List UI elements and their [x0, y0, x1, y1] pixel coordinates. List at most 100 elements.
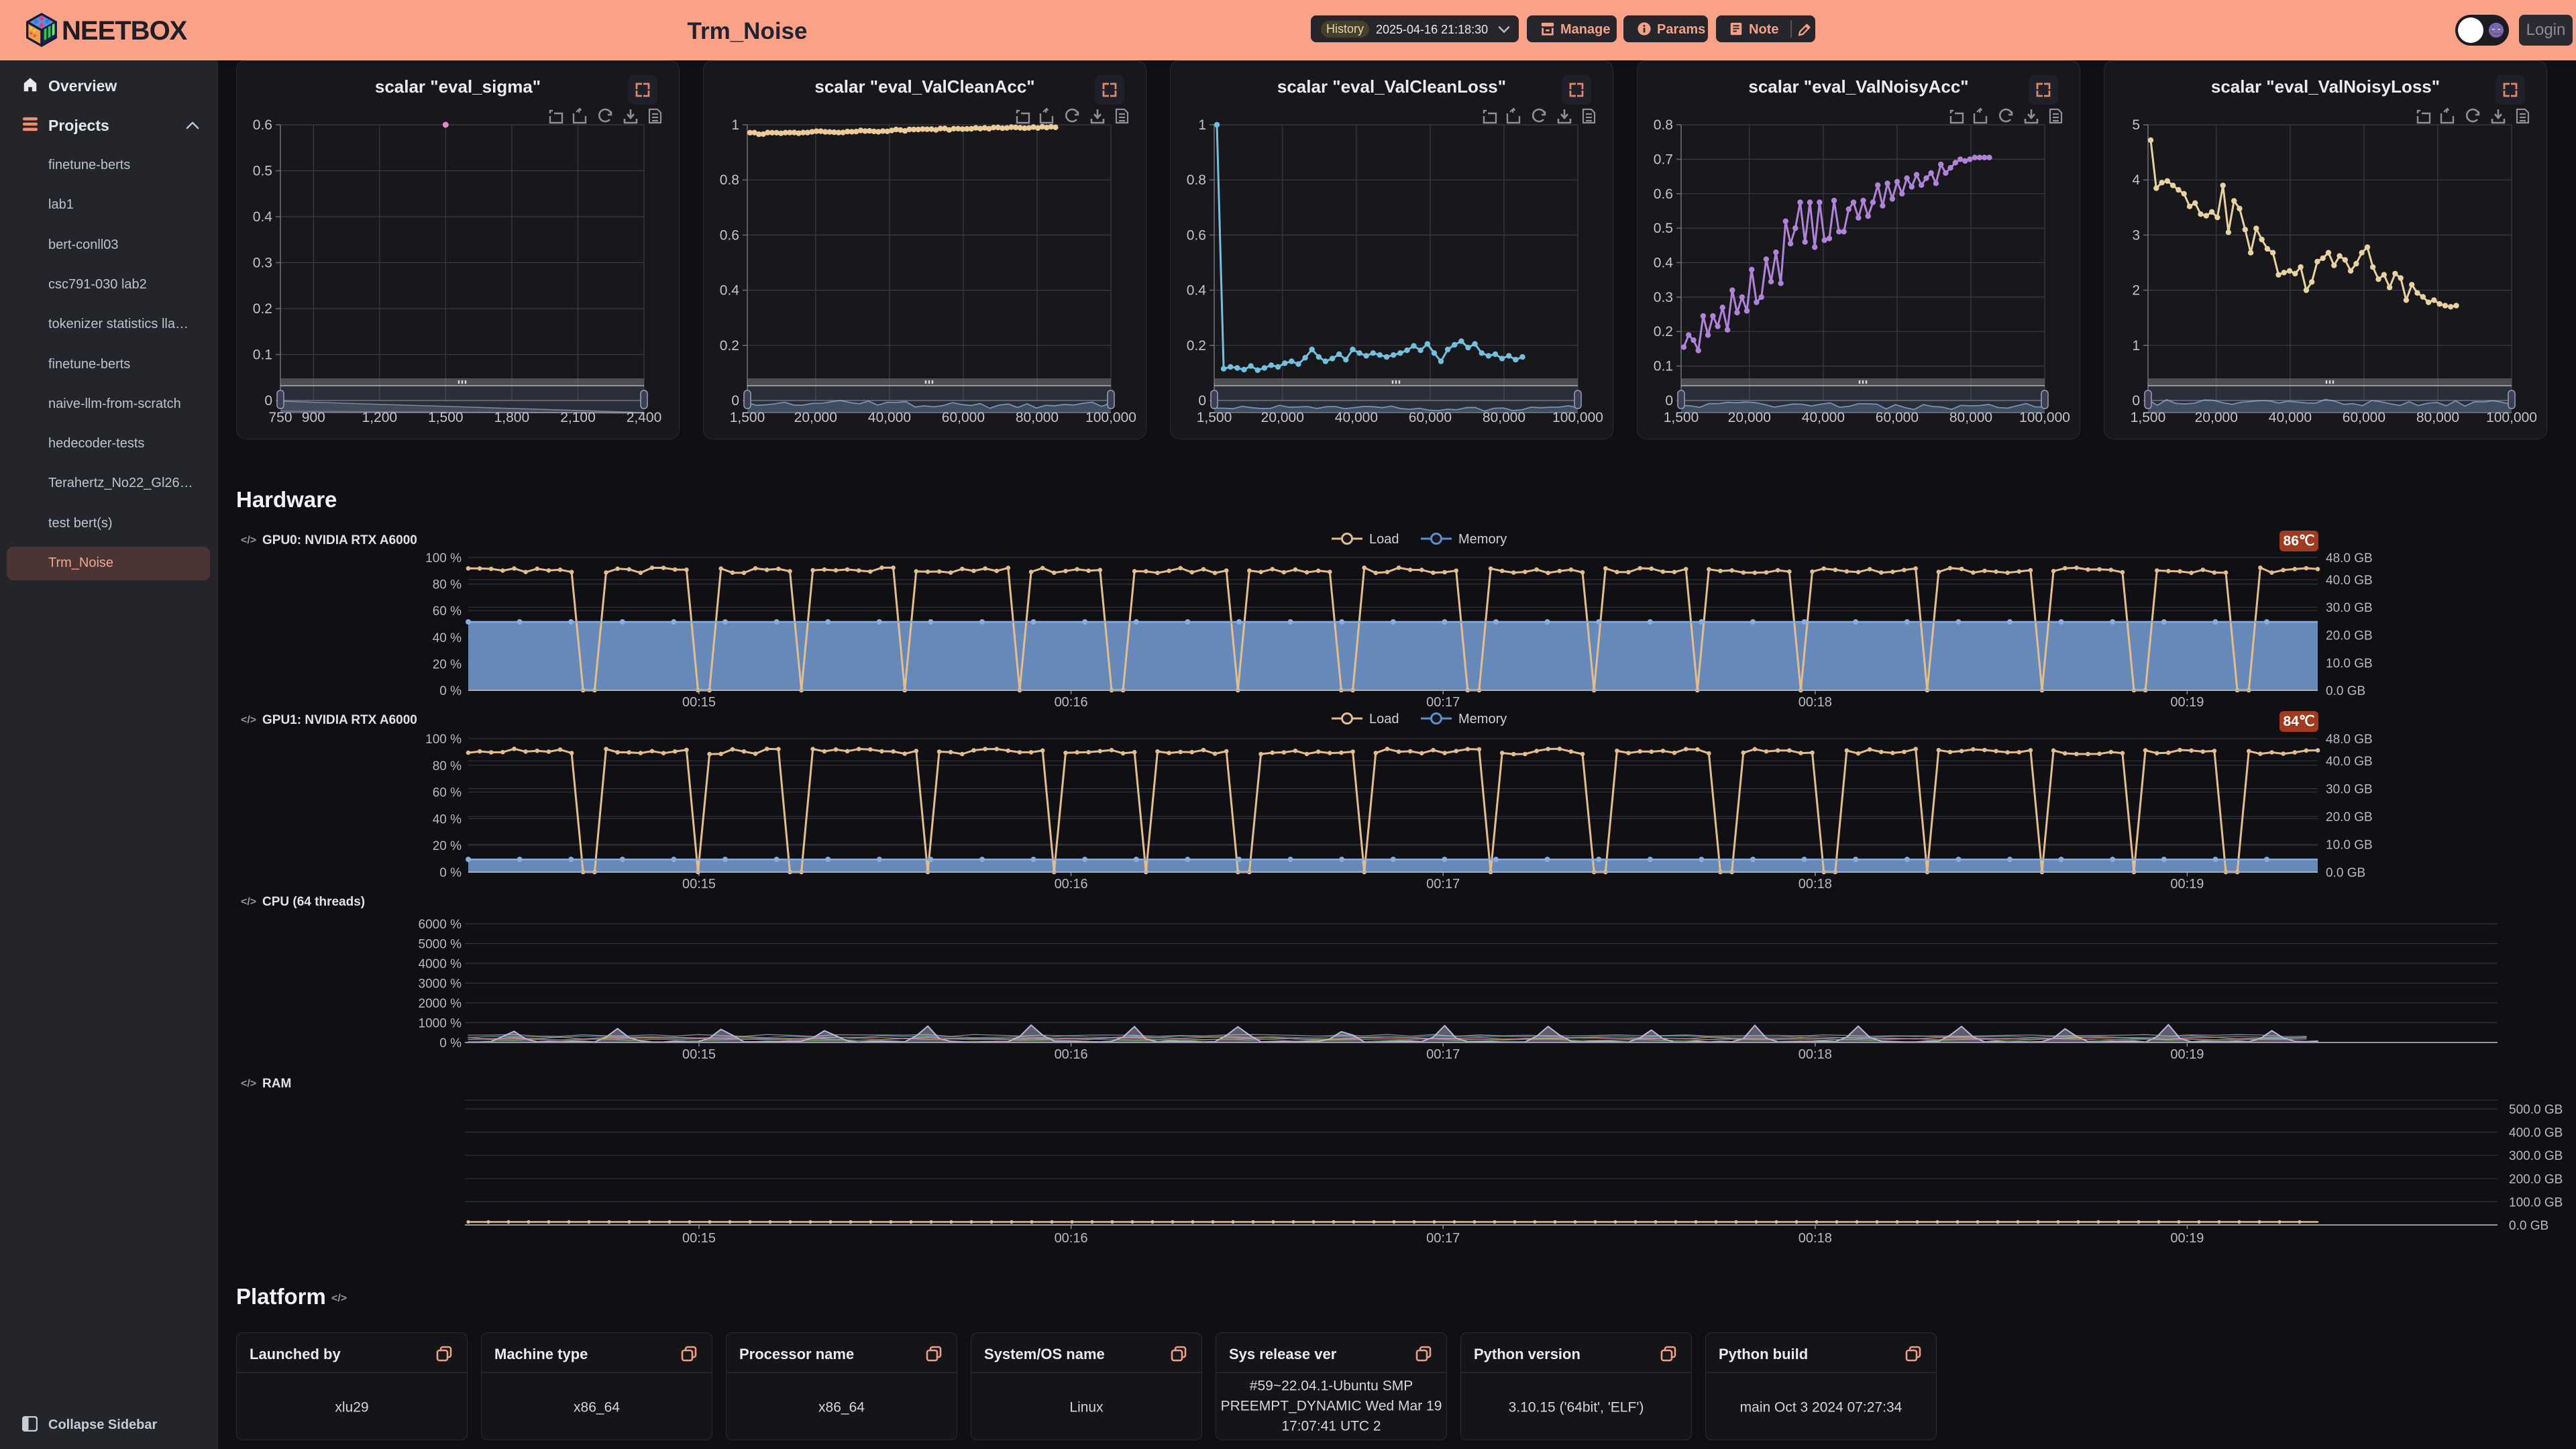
- svg-text:Load: Load: [1369, 532, 1399, 547]
- svg-text:0.4: 0.4: [253, 209, 273, 225]
- svg-text:30.0 GB: 30.0 GB: [2326, 601, 2373, 615]
- svg-text:20 %: 20 %: [433, 657, 462, 672]
- svg-text:40.0 GB: 40.0 GB: [2326, 755, 2373, 769]
- svg-text:60 %: 60 %: [433, 604, 462, 619]
- svg-text:80 %: 80 %: [433, 759, 462, 773]
- svg-text:00:19: 00:19: [2170, 1047, 2204, 1062]
- svg-text:20,000: 20,000: [1261, 410, 1304, 425]
- svg-text:00:15: 00:15: [682, 877, 716, 892]
- svg-text:00:15: 00:15: [682, 695, 716, 710]
- svg-text:4: 4: [2132, 172, 2140, 188]
- svg-text:GPU0: NVIDIA RTX A6000: GPU0: NVIDIA RTX A6000: [262, 533, 417, 547]
- svg-text:100,000: 100,000: [1552, 410, 1603, 425]
- svg-text:48.0 GB: 48.0 GB: [2326, 733, 2373, 747]
- svg-text:00:16: 00:16: [1055, 695, 1088, 710]
- svg-text:0: 0: [1665, 393, 1673, 409]
- svg-text:</>: </>: [241, 535, 256, 546]
- svg-text:00:15: 00:15: [682, 1047, 716, 1062]
- svg-text:20.0 GB: 20.0 GB: [2326, 810, 2373, 824]
- svg-text:0 %: 0 %: [439, 1036, 462, 1051]
- svg-text:00:16: 00:16: [1055, 1231, 1088, 1246]
- svg-text:17:07:41 UTC 2: 17:07:41 UTC 2: [1281, 1419, 1381, 1434]
- svg-text:00:17: 00:17: [1426, 877, 1460, 892]
- svg-text:Processor name: Processor name: [739, 1346, 854, 1362]
- svg-text:0.8: 0.8: [720, 172, 739, 188]
- svg-text:Launched by: Launched by: [250, 1346, 341, 1362]
- svg-text:0: 0: [264, 393, 272, 409]
- svg-text:4000 %: 4000 %: [419, 957, 462, 971]
- svg-text:20,000: 20,000: [2195, 410, 2238, 425]
- svg-text:00:17: 00:17: [1426, 1231, 1460, 1246]
- svg-text:00:18: 00:18: [1799, 695, 1832, 710]
- svg-text:900: 900: [302, 410, 325, 425]
- svg-text:500.0 GB: 500.0 GB: [2509, 1103, 2563, 1117]
- svg-text:0.4: 0.4: [1187, 283, 1207, 299]
- svg-text:3.10.15 ('64bit', 'ELF'): 3.10.15 ('64bit', 'ELF'): [1509, 1400, 1644, 1415]
- svg-text:scalar "eval_sigma": scalar "eval_sigma": [375, 76, 541, 97]
- svg-text:1,800: 1,800: [494, 410, 530, 425]
- svg-text:40,000: 40,000: [1335, 410, 1378, 425]
- svg-text:20.0 GB: 20.0 GB: [2326, 629, 2373, 643]
- svg-text:</>: </>: [331, 1293, 347, 1304]
- svg-text:00:18: 00:18: [1799, 1231, 1832, 1246]
- svg-text:0.6: 0.6: [1654, 186, 1673, 202]
- svg-text:1: 1: [2132, 338, 2140, 354]
- svg-text:Sys release ver: Sys release ver: [1229, 1346, 1337, 1362]
- svg-text:1: 1: [731, 117, 739, 133]
- svg-text:00:17: 00:17: [1426, 1047, 1460, 1062]
- svg-text:200.0 GB: 200.0 GB: [2509, 1173, 2563, 1187]
- svg-text:0 %: 0 %: [439, 866, 462, 880]
- svg-text:Memory: Memory: [1458, 532, 1507, 547]
- svg-text:20,000: 20,000: [1728, 410, 1771, 425]
- svg-text:100,000: 100,000: [2019, 410, 2070, 425]
- svg-text:1000 %: 1000 %: [419, 1017, 462, 1031]
- svg-text:RAM: RAM: [262, 1077, 291, 1091]
- svg-text:0.8: 0.8: [1187, 172, 1206, 188]
- svg-text:Load: Load: [1369, 712, 1399, 727]
- svg-text:40 %: 40 %: [433, 812, 462, 826]
- svg-text:</>: </>: [241, 896, 256, 908]
- svg-text:00:16: 00:16: [1055, 877, 1088, 892]
- svg-text:20,000: 20,000: [794, 410, 837, 425]
- svg-text:80 %: 80 %: [433, 578, 462, 592]
- svg-text:60,000: 60,000: [1876, 410, 1919, 425]
- svg-text:60 %: 60 %: [433, 786, 462, 800]
- svg-text:0.5: 0.5: [253, 164, 272, 179]
- svg-text:0 %: 0 %: [439, 684, 462, 698]
- svg-text:00:17: 00:17: [1426, 695, 1460, 710]
- svg-text:6000 %: 6000 %: [419, 918, 462, 932]
- svg-text:00:18: 00:18: [1799, 1047, 1832, 1062]
- svg-text:2,400: 2,400: [627, 410, 662, 425]
- svg-text:main Oct 3 2024 07:27:34: main Oct 3 2024 07:27:34: [1740, 1400, 1902, 1415]
- svg-text:xlu29: xlu29: [335, 1400, 368, 1415]
- svg-text:0.3: 0.3: [253, 256, 272, 271]
- svg-text:1,500: 1,500: [1197, 410, 1232, 425]
- svg-text:0: 0: [2132, 393, 2140, 409]
- svg-text:scalar "eval_ValNoisyLoss": scalar "eval_ValNoisyLoss": [2211, 76, 2440, 97]
- svg-text:0: 0: [1198, 393, 1206, 409]
- svg-text:0.0 GB: 0.0 GB: [2326, 866, 2365, 880]
- svg-text:750: 750: [268, 410, 292, 425]
- svg-text:60,000: 60,000: [1409, 410, 1452, 425]
- svg-text:0.7: 0.7: [1654, 152, 1673, 167]
- svg-text:0.6: 0.6: [720, 227, 739, 243]
- svg-text:30.0 GB: 30.0 GB: [2326, 783, 2373, 797]
- svg-text:5000 %: 5000 %: [419, 938, 462, 952]
- svg-text:0.8: 0.8: [1654, 117, 1673, 133]
- svg-text:40.0 GB: 40.0 GB: [2326, 574, 2373, 588]
- svg-text:100,000: 100,000: [1085, 410, 1136, 425]
- svg-text:0: 0: [731, 393, 739, 409]
- svg-text:00:19: 00:19: [2170, 1231, 2204, 1246]
- svg-text:Python build: Python build: [1719, 1346, 1808, 1362]
- svg-text:1: 1: [1198, 117, 1206, 133]
- svg-text:scalar "eval_ValNoisyAcc": scalar "eval_ValNoisyAcc": [1748, 76, 1968, 97]
- svg-text:40,000: 40,000: [1802, 410, 1845, 425]
- svg-text:10.0 GB: 10.0 GB: [2326, 839, 2373, 853]
- svg-text:60,000: 60,000: [942, 410, 985, 425]
- svg-text:1,200: 1,200: [362, 410, 398, 425]
- svg-text:1,500: 1,500: [1664, 410, 1699, 425]
- svg-text:00:15: 00:15: [682, 1231, 716, 1246]
- svg-text:scalar "eval_ValCleanAcc": scalar "eval_ValCleanAcc": [814, 76, 1034, 97]
- svg-text:100 %: 100 %: [425, 551, 462, 566]
- svg-text:0.2: 0.2: [720, 338, 739, 354]
